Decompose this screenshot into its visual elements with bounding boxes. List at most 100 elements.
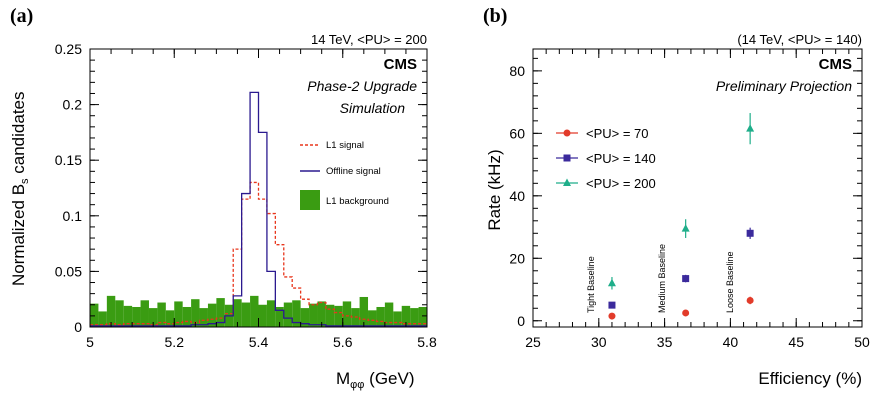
background-bin	[140, 300, 149, 327]
background-bin	[418, 306, 427, 327]
pu140-point	[682, 275, 690, 283]
x-tick-label: 25	[525, 334, 541, 350]
panel-a-histogram: (a) 14 TeV, <PU> = 200 CMS Phase-2 Upgra…	[9, 5, 437, 391]
background-bin	[393, 311, 402, 327]
y-tick-label: 20	[509, 250, 525, 266]
y-tick-label: 0	[517, 313, 525, 329]
pu200-point	[681, 224, 690, 232]
y-tick-label: 0.05	[55, 263, 82, 279]
background-bin	[266, 300, 276, 327]
panel-b-subtitle: Preliminary Projection	[716, 78, 852, 94]
background-bin	[275, 306, 284, 327]
background-bin	[250, 295, 259, 327]
legend-label-offline-signal: Offline signal	[326, 166, 381, 177]
x-tick-label: 40	[723, 334, 739, 350]
panel-a-legend: L1 signal Offline signal L1 background	[300, 140, 389, 210]
legend-label-pu140: <PU> = 140	[586, 151, 656, 166]
legend-marker-pu200	[563, 178, 571, 186]
x-tick-label: 5.2	[165, 334, 185, 350]
background-bin	[174, 301, 183, 327]
background-bin	[233, 299, 242, 327]
background-bin	[309, 303, 318, 327]
panel-a-subtitle-2: Simulation	[340, 100, 406, 116]
background-bin	[106, 295, 116, 327]
panel-a-cms-label: CMS	[384, 56, 417, 73]
y-tick-label: 0.1	[63, 208, 83, 224]
background-bin	[182, 306, 192, 327]
y-tick-label: 0.2	[63, 97, 83, 113]
background-bin	[241, 302, 251, 327]
panel-a-y-axis-title: Normalized Bs candidates	[9, 92, 31, 287]
background-bin	[292, 300, 301, 327]
pu70-point	[746, 296, 754, 304]
panel-a-x-axis-title: Mφφ (GeV)	[336, 369, 415, 391]
background-bin	[325, 304, 335, 327]
y-tick-label: 0.25	[55, 41, 82, 57]
pu140-point	[608, 301, 616, 309]
x-tick-label: 30	[591, 334, 607, 350]
panel-a-letter: (a)	[10, 5, 33, 27]
legend-swatch-l1-background	[300, 190, 320, 210]
background-bin	[300, 308, 310, 327]
background-bin	[401, 305, 411, 327]
panel-b-frame	[532, 48, 863, 328]
pu140-point	[746, 229, 754, 237]
x-tick-label: 5.6	[333, 334, 353, 350]
background-bin	[98, 311, 107, 327]
pu200-point	[607, 278, 616, 287]
background-bin	[191, 299, 200, 327]
y-tick-label: 40	[509, 188, 525, 204]
pu200-point	[746, 124, 755, 132]
panel-b-axes: 25 30 35 40 45 50 0 20 40 60 80	[509, 49, 870, 350]
background-bin	[334, 305, 343, 327]
background-bin	[123, 305, 133, 327]
legend-marker-pu140	[563, 154, 571, 162]
x-tick-label: 50	[854, 334, 870, 350]
background-bin	[359, 296, 369, 327]
annotation-medium-baseline: Medium Baseline	[657, 244, 667, 313]
legend-label-l1-signal: L1 signal	[326, 140, 364, 151]
panel-a-plot-area	[90, 91, 427, 327]
legend-label-pu70: <PU> = 70	[586, 126, 649, 141]
panel-b-legend: <PU> = 70 <PU> = 140 <PU> = 200	[556, 126, 656, 191]
panel-a-axes: 5 5.2 5.4 5.6 5.8 0 0.05 0.1 0.15 0.2 0.25	[55, 41, 437, 350]
panel-a-header: 14 TeV, <PU> = 200	[311, 32, 427, 47]
legend-marker-pu70	[563, 129, 571, 137]
legend-label-l1-background: L1 background	[326, 196, 389, 207]
panel-b-y-axis-title: Rate (kHz)	[485, 149, 504, 230]
legend-label-pu200: <PU> = 200	[586, 176, 656, 191]
background-bin	[199, 308, 208, 327]
panel-b-rate-efficiency: (b) (14 TeV, <PU> = 140) CMS Preliminary…	[483, 5, 870, 388]
background-bin	[115, 300, 124, 327]
background-bin	[258, 304, 267, 327]
background-bin	[157, 302, 166, 327]
panel-b-letter: (b)	[483, 5, 507, 27]
background-bin	[376, 306, 385, 327]
background-bin	[410, 308, 419, 327]
y-tick-label: 0	[74, 319, 82, 335]
background-bin	[90, 303, 99, 327]
background-bin	[216, 298, 225, 327]
pu70-point	[608, 312, 616, 320]
panel-b-x-axis-title: Efficiency (%)	[758, 369, 862, 388]
offline-signal-histogram	[90, 91, 427, 327]
panel-b-cms-label: CMS	[819, 56, 852, 73]
annotation-tight-baseline: Tight Baseline	[586, 256, 596, 313]
pu70-point	[682, 309, 690, 317]
annotation-loose-baseline: Loose Baseline	[725, 251, 735, 313]
x-tick-label: 45	[788, 334, 804, 350]
x-tick-label: 5	[86, 334, 94, 350]
background-bin	[317, 301, 326, 327]
x-tick-label: 35	[657, 334, 673, 350]
x-tick-label: 5.4	[249, 334, 269, 350]
background-bin	[207, 303, 217, 327]
panel-b-header: (14 TeV, <PU> = 140)	[737, 32, 862, 47]
panel-a-subtitle-1: Phase-2 Upgrade	[307, 78, 417, 94]
panel-b-plot-area	[607, 113, 755, 320]
background-bin	[148, 308, 158, 327]
background-bin	[342, 301, 352, 327]
background-bin	[384, 302, 394, 327]
background-bin	[165, 310, 175, 327]
background-bin	[283, 302, 293, 327]
